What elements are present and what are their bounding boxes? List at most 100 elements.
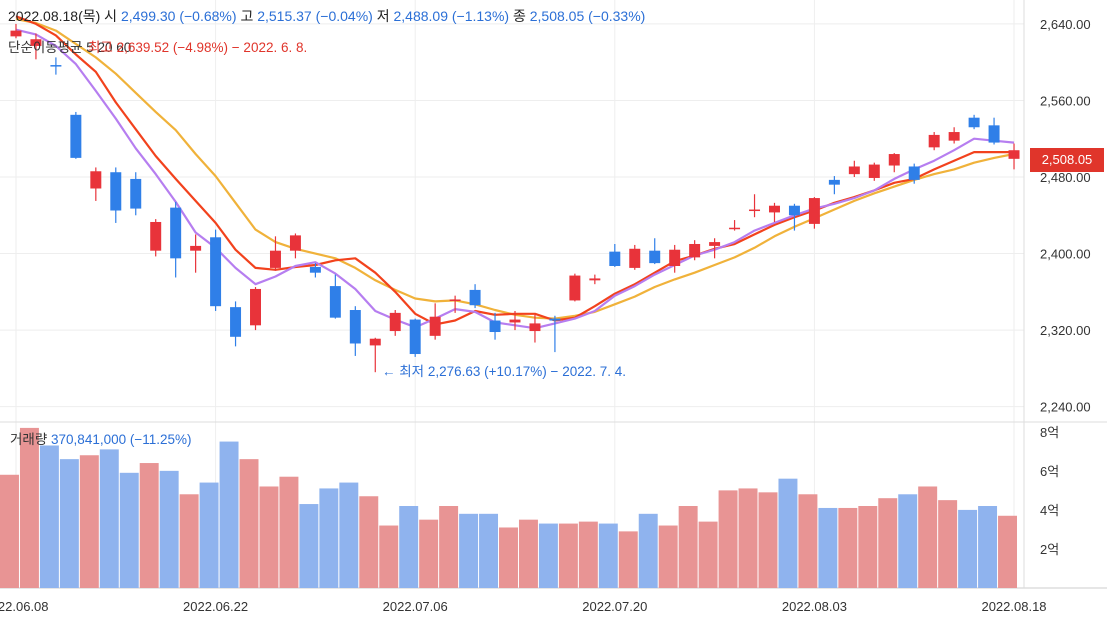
volume-bar xyxy=(858,506,878,588)
time-tick-label: 2022.06.22 xyxy=(183,599,248,614)
axes: 2,240.00 2,320.00 2,400.00 2,480.00 2,560.00… xyxy=(0,17,1091,614)
candle-body xyxy=(369,338,381,346)
highest-price-annotation: 최고 2,639.52 (−4.98%) − 2022. 6. 8. xyxy=(88,40,308,55)
ma5-line xyxy=(15,28,1015,330)
candle-body xyxy=(529,323,541,332)
candle-body xyxy=(509,319,521,323)
volume-bar xyxy=(998,515,1017,588)
time-tick-label: 2022.07.20 xyxy=(582,599,647,614)
volume-bar xyxy=(399,506,419,588)
candle-body xyxy=(429,316,441,336)
candle-body xyxy=(589,278,601,281)
candle-body xyxy=(928,134,940,148)
volume-bar xyxy=(419,519,439,588)
volume-tick-label: 4억 xyxy=(1040,503,1059,518)
candle-body xyxy=(449,299,461,301)
candle-body xyxy=(30,39,42,46)
candle-body xyxy=(329,286,341,318)
volume-bar xyxy=(798,494,818,588)
candle-body xyxy=(349,310,361,344)
price-tick-label: 2,320.00 xyxy=(1040,323,1091,338)
volume-bar xyxy=(139,463,159,588)
volume-tick-label: 8억 xyxy=(1040,425,1059,440)
volume-bar xyxy=(718,490,738,588)
volume-bar xyxy=(199,482,219,588)
header-open-value: 2,499.30 (−0.68%) xyxy=(120,8,237,24)
candle-body xyxy=(988,125,1000,143)
candle-body xyxy=(888,154,900,166)
candle-body xyxy=(569,275,581,301)
volume-bar xyxy=(518,519,538,588)
time-tick-label: 2022.08.18 xyxy=(981,599,1046,614)
time-tick-label: 2022.07.06 xyxy=(383,599,448,614)
candle-body xyxy=(150,221,162,251)
volume-bar xyxy=(738,488,758,588)
candle-body xyxy=(609,251,621,266)
ma20-line xyxy=(15,15,1014,326)
header-close-value: 2,508.05 (−0.33%) xyxy=(529,8,646,24)
candle-body xyxy=(130,178,142,209)
price-tick-label: 2,640.00 xyxy=(1040,17,1091,32)
header-date: 2022.08.18(목) xyxy=(8,8,101,24)
volume-bar xyxy=(379,525,399,588)
volume-bar xyxy=(598,523,618,588)
volume-bar xyxy=(219,441,239,588)
moving-average-label[interactable]: 단순이동평균 5 20 60 xyxy=(8,40,132,55)
candle-body xyxy=(968,117,980,128)
volume-bar xyxy=(339,482,359,588)
volume-tick-label: 2억 xyxy=(1040,542,1059,557)
candle-body xyxy=(649,250,661,264)
candle-body xyxy=(868,164,880,178)
candle-body xyxy=(788,205,800,216)
candle-body xyxy=(70,114,82,158)
volume-bar xyxy=(578,521,598,588)
volume-bar xyxy=(319,488,339,588)
volume-bar xyxy=(279,476,299,588)
volume-bar xyxy=(239,459,259,588)
lowest-price-annotation: ← 최저 2,276.63 (+10.17%) − 2022. 7. 4. xyxy=(382,364,626,379)
header-close-label: 종 xyxy=(512,8,526,24)
header-high-label: 고 xyxy=(240,8,254,24)
header-low-label: 저 xyxy=(376,8,390,24)
candle-body xyxy=(90,171,102,189)
volume-bar xyxy=(918,486,938,588)
ohlc-header: 2022.08.18(목) 시 2,499.30 (−0.68%) 고 2,51… xyxy=(8,6,645,26)
candle-body xyxy=(250,288,261,326)
volume-bar xyxy=(758,492,778,588)
candle-body xyxy=(689,243,701,258)
volume-bar xyxy=(958,509,978,588)
volume-bar xyxy=(19,427,39,588)
time-tick-label: 2022.08.03 xyxy=(782,599,847,614)
volume-bar xyxy=(0,474,19,588)
volume-bar xyxy=(898,494,918,588)
volume-bar xyxy=(538,523,558,588)
candle-body xyxy=(808,198,820,224)
price-tick-label: 2,560.00 xyxy=(1040,93,1091,108)
volume-bar xyxy=(459,513,479,588)
volume-value: 370,841,000 (−11.25%) xyxy=(51,432,192,447)
volume-bar xyxy=(59,459,79,588)
volume-bar xyxy=(99,449,119,588)
volume-bar xyxy=(838,507,858,588)
volume-bar xyxy=(618,531,638,588)
candle-body xyxy=(769,205,780,213)
volume-bar xyxy=(678,506,698,588)
candle-body xyxy=(289,235,301,251)
candle-body xyxy=(210,237,222,307)
volume-bar xyxy=(778,478,798,588)
volume-bar xyxy=(978,506,998,588)
candle-body xyxy=(489,320,501,333)
volume-bar xyxy=(479,513,499,588)
volume-bar xyxy=(79,455,99,588)
candle-body xyxy=(1008,150,1020,159)
volume-bar xyxy=(658,525,678,588)
volume-bar xyxy=(499,527,518,588)
volume-title: 거래량 xyxy=(10,432,48,447)
current-price-tag: 2,508.05 xyxy=(1030,148,1104,172)
volume-bar xyxy=(39,445,59,588)
header-open-label: 시 xyxy=(104,8,118,24)
volume-bar xyxy=(119,472,139,588)
volume-bar xyxy=(299,504,319,588)
candle-body xyxy=(729,227,741,230)
